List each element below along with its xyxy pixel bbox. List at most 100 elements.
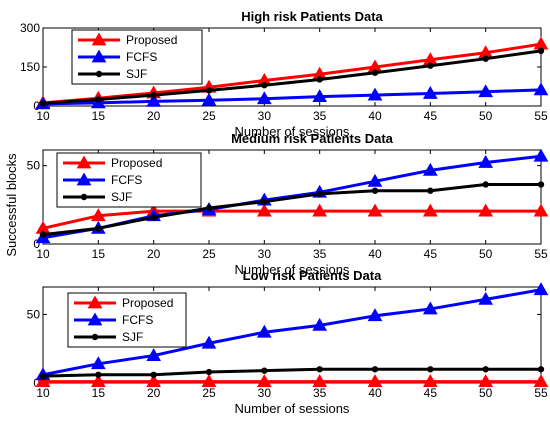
data-point [205,368,213,376]
legend-entry: SJF [122,330,143,344]
x-tick-label: 45 [424,386,438,400]
data-point [316,366,323,373]
data-point [150,214,157,221]
legend-entry: SJF [111,190,132,204]
x-axis-label-1: Number of sessions [235,124,350,139]
series-sjf [39,181,545,238]
x-tick-label: 15 [92,109,106,123]
data-point [422,374,438,388]
chart-panel-2: Medium risk Patients Data 10 15 20 25 30 35 40 4… [27,131,549,277]
data-point [537,366,545,373]
x-tick-label: 20 [147,109,161,123]
data-point [90,208,106,222]
data-point [312,89,328,103]
series-sjf [39,47,545,107]
data-point [35,374,51,388]
series-fcfs [35,282,549,381]
data-point [371,187,379,194]
shared-y-axis-label: Successful blocks [4,153,19,257]
data-point [316,76,323,83]
data-point [146,93,162,107]
series-line-sjf [42,367,541,378]
legend-entry: Proposed [126,33,177,47]
chart-title-2: Medium risk Patients Data [231,131,394,146]
y-tick-label: 50 [27,307,41,321]
x-tick-label: 30 [258,247,272,261]
data-point [256,203,272,217]
x-axis-label-2: Number of sessions [235,262,350,277]
series-line-sjf [42,49,542,105]
legend-marker [87,312,103,326]
x-tick-label: 10 [36,109,50,123]
x-tick-label: 30 [258,386,272,400]
x-tick-label: 25 [202,109,216,123]
data-point [205,87,213,94]
data-point [367,308,383,322]
data-point [367,374,383,388]
data-point [312,317,328,331]
legend-marker [95,70,103,78]
legend-1: Proposed FCFS SJF [71,29,203,85]
data-point [371,69,379,76]
data-point [427,187,434,194]
data-point [422,301,438,315]
y-tick-label: 0 [33,376,40,390]
data-point [537,181,545,188]
data-point [150,91,157,99]
data-point [256,324,272,338]
data-point [150,371,157,378]
x-tick-label: 40 [368,247,382,261]
data-point [478,84,494,98]
data-point [427,366,434,373]
y-tick-label: 300 [20,21,40,35]
x-tick-label: 50 [479,386,493,400]
data-point [482,366,489,373]
data-point [533,203,549,217]
legend-entry: Proposed [111,156,162,170]
data-point [482,181,489,188]
legend-marker [76,155,92,169]
data-point [95,225,102,232]
data-point [201,335,217,349]
legend-marker [91,32,107,46]
data-point [537,47,545,55]
x-tick-label: 50 [479,247,493,261]
y-tick-label: 0 [33,237,40,251]
chart-title-3: Low risk Patients Data [243,268,382,283]
x-tick-label: 35 [313,247,327,261]
x-tick-label: 35 [313,386,327,400]
data-point [261,198,268,205]
data-point [256,374,272,388]
legend-2: Proposed FCFS SJF [56,152,202,208]
data-point [256,91,272,105]
data-point [422,86,438,99]
data-point [533,282,549,296]
legend-entry: FCFS [122,313,153,327]
x-tick-label: 35 [313,109,327,123]
data-point [205,204,213,212]
chart-panel-1: High risk Patients Data 10 15 20 25 30 35 40 45 5… [20,9,549,139]
x-tick-label: 20 [147,247,161,261]
x-tick-label: 10 [36,247,50,261]
data-point [478,155,494,168]
data-point [533,374,549,388]
data-point [201,374,217,388]
series-line-fcfs [42,288,542,377]
legend-entry: FCFS [111,173,142,187]
series-proposed [35,203,549,234]
data-point [90,374,106,388]
y-tick-label: 50 [27,159,41,173]
series-sjf [39,366,545,380]
data-point [95,371,102,378]
data-point [261,367,268,374]
data-point [146,374,162,388]
data-point [90,356,106,370]
x-tick-label: 15 [92,386,106,400]
chart-panel-3: Low risk Patients Data 10 15 20 25 30 35 40 45 50… [27,268,549,416]
data-point [533,82,549,96]
legend-entry: SJF [126,67,147,81]
data-point [95,96,102,103]
data-point [371,366,379,373]
data-point [427,62,434,69]
x-tick-label: 30 [258,109,272,123]
